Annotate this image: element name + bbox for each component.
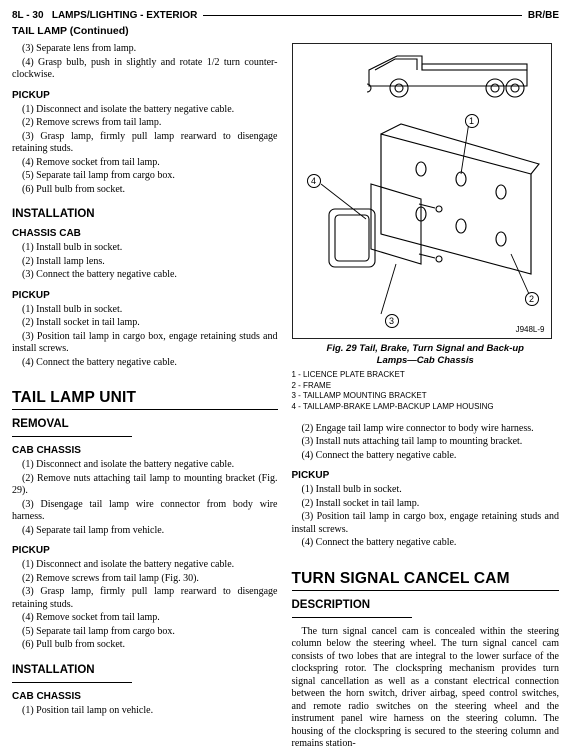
step: (4) Connect the battery negative cable. xyxy=(292,450,560,463)
sub-rule xyxy=(12,436,132,437)
step: (3) Grasp lamp, firmly pull lamp rearwar… xyxy=(12,586,278,611)
figure-caption: Fig. 29 Tail, Brake, Turn Signal and Bac… xyxy=(292,343,560,367)
figure-29: 1 4 3 2 J948L-9 xyxy=(292,43,552,339)
step: (1) Install bulb in socket. xyxy=(12,242,278,255)
right-column: 1 4 3 2 J948L-9 Fig. 29 Tail, Brake, Tur… xyxy=(292,43,560,752)
page-header: 8L - 30 LAMPS/LIGHTING - EXTERIOR BR/BE xyxy=(12,10,559,21)
step: (6) Pull bulb from socket. xyxy=(12,184,278,197)
step: (1) Disconnect and isolate the battery n… xyxy=(12,104,278,117)
key-item: 4 - TAILLAMP-BRAKE LAMP-BACKUP LAMP HOUS… xyxy=(292,402,560,413)
cab-chassis-heading: CAB CHASSIS xyxy=(12,445,278,456)
callout-3: 3 xyxy=(385,314,399,328)
step: (2) Install socket in tail lamp. xyxy=(292,498,560,511)
step: (5) Separate tail lamp from cargo box. xyxy=(12,626,278,639)
step: (4) Connect the battery negative cable. xyxy=(292,537,560,550)
key-item: 3 - TAILLAMP MOUNTING BRACKET xyxy=(292,391,560,402)
figure-code: J948L-9 xyxy=(516,325,545,334)
installation-heading: INSTALLATION xyxy=(12,664,278,676)
truck-icon xyxy=(367,50,537,102)
left-column: (3) Separate lens from lamp. (4) Grasp b… xyxy=(12,43,278,752)
section-rule xyxy=(292,590,560,591)
section-title: TAIL LAMP UNIT xyxy=(12,389,278,407)
step: (2) Install lamp lens. xyxy=(12,256,278,269)
bracket-assembly-icon xyxy=(311,114,541,324)
cab-chassis-heading: CAB CHASSIS xyxy=(12,691,278,702)
step: (3) Separate lens from lamp. xyxy=(12,43,278,56)
step: (2) Remove screws from tail lamp. xyxy=(12,117,278,130)
step: (4) Remove socket from tail lamp. xyxy=(12,612,278,625)
step: (1) Install bulb in socket. xyxy=(292,484,560,497)
callout-4: 4 xyxy=(307,174,321,188)
pickup-heading: PICKUP xyxy=(12,545,278,556)
step: (4) Remove socket from tail lamp. xyxy=(12,157,278,170)
step: (3) Position tail lamp in cargo box, eng… xyxy=(292,511,560,536)
step: (4) Connect the battery negative cable. xyxy=(12,357,278,370)
step: (6) Pull bulb from socket. xyxy=(12,639,278,652)
sub-rule xyxy=(12,682,132,683)
step: (1) Disconnect and isolate the battery n… xyxy=(12,459,278,472)
section-rule xyxy=(12,409,278,410)
step: (3) Disengage tail lamp wire connector f… xyxy=(12,499,278,524)
callout-1: 1 xyxy=(465,114,479,128)
step: (1) Disconnect and isolate the battery n… xyxy=(12,559,278,572)
step: (1) Install bulb in socket. xyxy=(12,304,278,317)
installation-heading: INSTALLATION xyxy=(12,208,278,220)
step: (3) Grasp lamp, firmly pull lamp rearwar… xyxy=(12,131,278,156)
continued-heading: TAIL LAMP (Continued) xyxy=(12,25,559,37)
step: (4) Separate tail lamp from vehicle. xyxy=(12,525,278,538)
pickup-heading: PICKUP xyxy=(12,90,278,101)
step: (4) Grasp bulb, push in slightly and rot… xyxy=(12,57,278,82)
page-number: 8L - 30 LAMPS/LIGHTING - EXTERIOR xyxy=(12,10,197,21)
description-heading: DESCRIPTION xyxy=(292,599,560,611)
chassis-cab-heading: CHASSIS CAB xyxy=(12,228,278,239)
description-text: The turn signal cancel cam is concealed … xyxy=(292,626,560,751)
key-item: 1 - LICENCE PLATE BRACKET xyxy=(292,370,560,381)
section-title: TURN SIGNAL CANCEL CAM xyxy=(292,570,560,588)
sub-rule xyxy=(292,617,412,618)
header-rule xyxy=(203,15,521,16)
step: (2) Remove nuts attaching tail lamp to m… xyxy=(12,473,278,498)
model-code: BR/BE xyxy=(528,10,559,21)
step: (2) Engage tail lamp wire connector to b… xyxy=(292,423,560,436)
step: (2) Install socket in tail lamp. xyxy=(12,317,278,330)
figure-key: 1 - LICENCE PLATE BRACKET 2 - FRAME 3 - … xyxy=(292,370,560,413)
key-item: 2 - FRAME xyxy=(292,381,560,392)
callout-2: 2 xyxy=(525,292,539,306)
step: (5) Separate tail lamp from cargo box. xyxy=(12,170,278,183)
step: (3) Position tail lamp in cargo box, eng… xyxy=(12,331,278,356)
step: (3) Connect the battery negative cable. xyxy=(12,269,278,282)
step: (1) Position tail lamp on vehicle. xyxy=(12,705,278,718)
pickup-heading: PICKUP xyxy=(292,470,560,481)
step: (3) Install nuts attaching tail lamp to … xyxy=(292,436,560,449)
step: (2) Remove screws from tail lamp (Fig. 3… xyxy=(12,573,278,586)
pickup-heading: PICKUP xyxy=(12,290,278,301)
removal-heading: REMOVAL xyxy=(12,418,278,430)
